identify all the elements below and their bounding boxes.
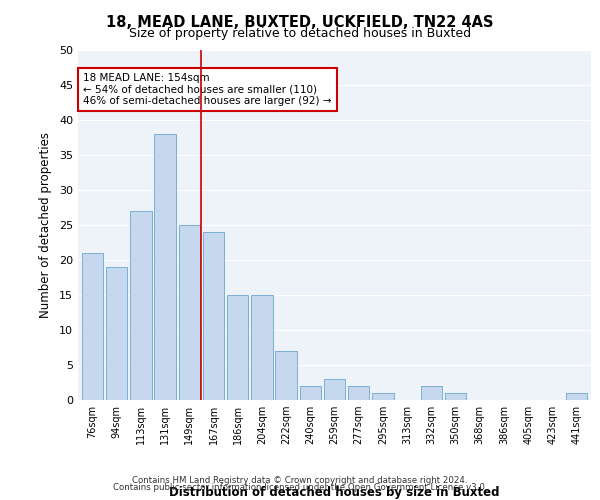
Bar <box>179 225 200 400</box>
Bar <box>445 393 466 400</box>
Text: Contains HM Land Registry data © Crown copyright and database right 2024.: Contains HM Land Registry data © Crown c… <box>132 476 468 485</box>
Text: 18, MEAD LANE, BUXTED, UCKFIELD, TN22 4AS: 18, MEAD LANE, BUXTED, UCKFIELD, TN22 4A… <box>106 15 494 30</box>
Bar <box>106 267 127 400</box>
Bar <box>324 379 345 400</box>
Bar <box>251 295 272 400</box>
Bar <box>227 295 248 400</box>
Y-axis label: Number of detached properties: Number of detached properties <box>39 132 52 318</box>
Bar <box>372 393 394 400</box>
Bar <box>275 351 297 400</box>
Text: 18 MEAD LANE: 154sqm
← 54% of detached houses are smaller (110)
46% of semi-deta: 18 MEAD LANE: 154sqm ← 54% of detached h… <box>83 73 332 106</box>
Text: Contains public sector information licensed under the Open Government Licence v3: Contains public sector information licen… <box>113 484 487 492</box>
Bar <box>566 393 587 400</box>
Bar <box>130 211 152 400</box>
Text: Size of property relative to detached houses in Buxted: Size of property relative to detached ho… <box>129 28 471 40</box>
Bar <box>299 386 321 400</box>
Bar <box>421 386 442 400</box>
Bar <box>154 134 176 400</box>
Bar <box>82 253 103 400</box>
Bar <box>348 386 370 400</box>
Bar <box>203 232 224 400</box>
X-axis label: Distribution of detached houses by size in Buxted: Distribution of detached houses by size … <box>169 486 500 499</box>
